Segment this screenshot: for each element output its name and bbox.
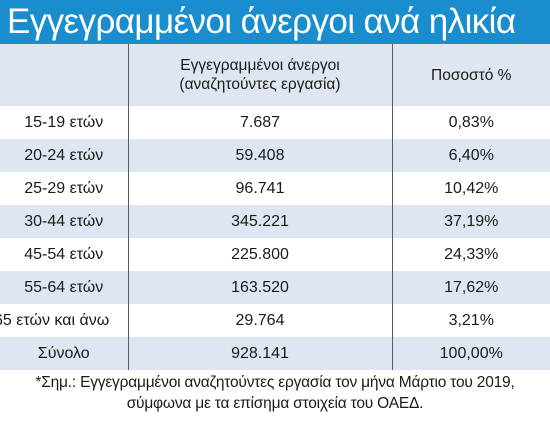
unemployment-table: Εγγεγραμμένοι άνεργοι (αναζητούντες εργα…	[0, 44, 550, 370]
percent-cell: 37,19%	[391, 205, 550, 238]
table-row: 65 ετών και άνω 29.764 3,21%	[0, 304, 550, 337]
table-row: 45-54 ετών 225.800 24,33%	[0, 238, 550, 271]
count-cell: 163.520	[127, 271, 392, 304]
table-row: 20-24 ετών 59.408 6,40%	[0, 139, 550, 172]
table-row: 55-64 ετών 163.520 17,62%	[0, 271, 550, 304]
count-cell: 225.800	[127, 238, 392, 271]
percent-cell: 3,21%	[391, 304, 550, 337]
age-cell: 55-64 ετών	[24, 278, 104, 296]
age-cell: 20-24 ετών	[24, 146, 104, 164]
age-cell: 15-19 ετών	[24, 113, 104, 131]
table-row-total: Σύνολο 928.141 100,00%	[0, 337, 550, 370]
age-cell: 25-29 ετών	[24, 179, 104, 197]
age-cell: 30-44 ετών	[24, 212, 104, 230]
page-title: Εγγεγραμμένοι άνεργοι ανά ηλικία	[0, 0, 550, 44]
unemployed-header-line2: (αναζητούντες εργασία)	[179, 76, 341, 93]
age-cell-label: 65 ετών και άνω	[0, 311, 110, 329]
footnote: *Σημ.: Εγγεγραμμένοι αναζητούντες εργασί…	[0, 372, 550, 414]
count-cell: 29.764	[127, 304, 392, 337]
count-cell: 7.687	[127, 106, 392, 139]
percent-cell: 0,83%	[391, 106, 550, 139]
table-row: 15-19 ετών 7.687 0,83%	[0, 106, 550, 139]
unemployed-header-line1: Εγγεγραμμένοι άνεργοι	[180, 57, 340, 74]
percent-column-header: Ποσοστό %	[391, 44, 550, 106]
count-cell: 345.221	[127, 205, 392, 238]
percent-cell: 10,42%	[391, 172, 550, 205]
table-header-row: Εγγεγραμμένοι άνεργοι (αναζητούντες εργα…	[0, 44, 550, 106]
total-count-cell: 928.141	[127, 337, 392, 370]
percent-cell: 17,62%	[391, 271, 550, 304]
percent-cell: 6,40%	[391, 139, 550, 172]
total-percent-cell: 100,00%	[391, 337, 550, 370]
age-column-header	[0, 44, 128, 106]
unemployed-column-header: Εγγεγραμμένοι άνεργοι (αναζητούντες εργα…	[127, 44, 392, 106]
percent-cell: 24,33%	[391, 238, 550, 271]
table-row: 25-29 ετών 96.741 10,42%	[0, 172, 550, 205]
footnote-line1: *Σημ.: Εγγεγραμμένοι αναζητούντες εργασί…	[35, 374, 515, 391]
count-cell: 59.408	[127, 139, 392, 172]
age-cell: 65 ετών και άνω	[0, 304, 128, 337]
count-cell: 96.741	[127, 172, 392, 205]
footnote-line2: σύμφωνα με τα επίσημα στοιχεία του ΟΑΕΔ.	[126, 395, 424, 412]
total-label-cell: Σύνολο	[37, 344, 90, 362]
table-row: 30-44 ετών 345.221 37,19%	[0, 205, 550, 238]
age-cell: 45-54 ετών	[24, 245, 104, 263]
